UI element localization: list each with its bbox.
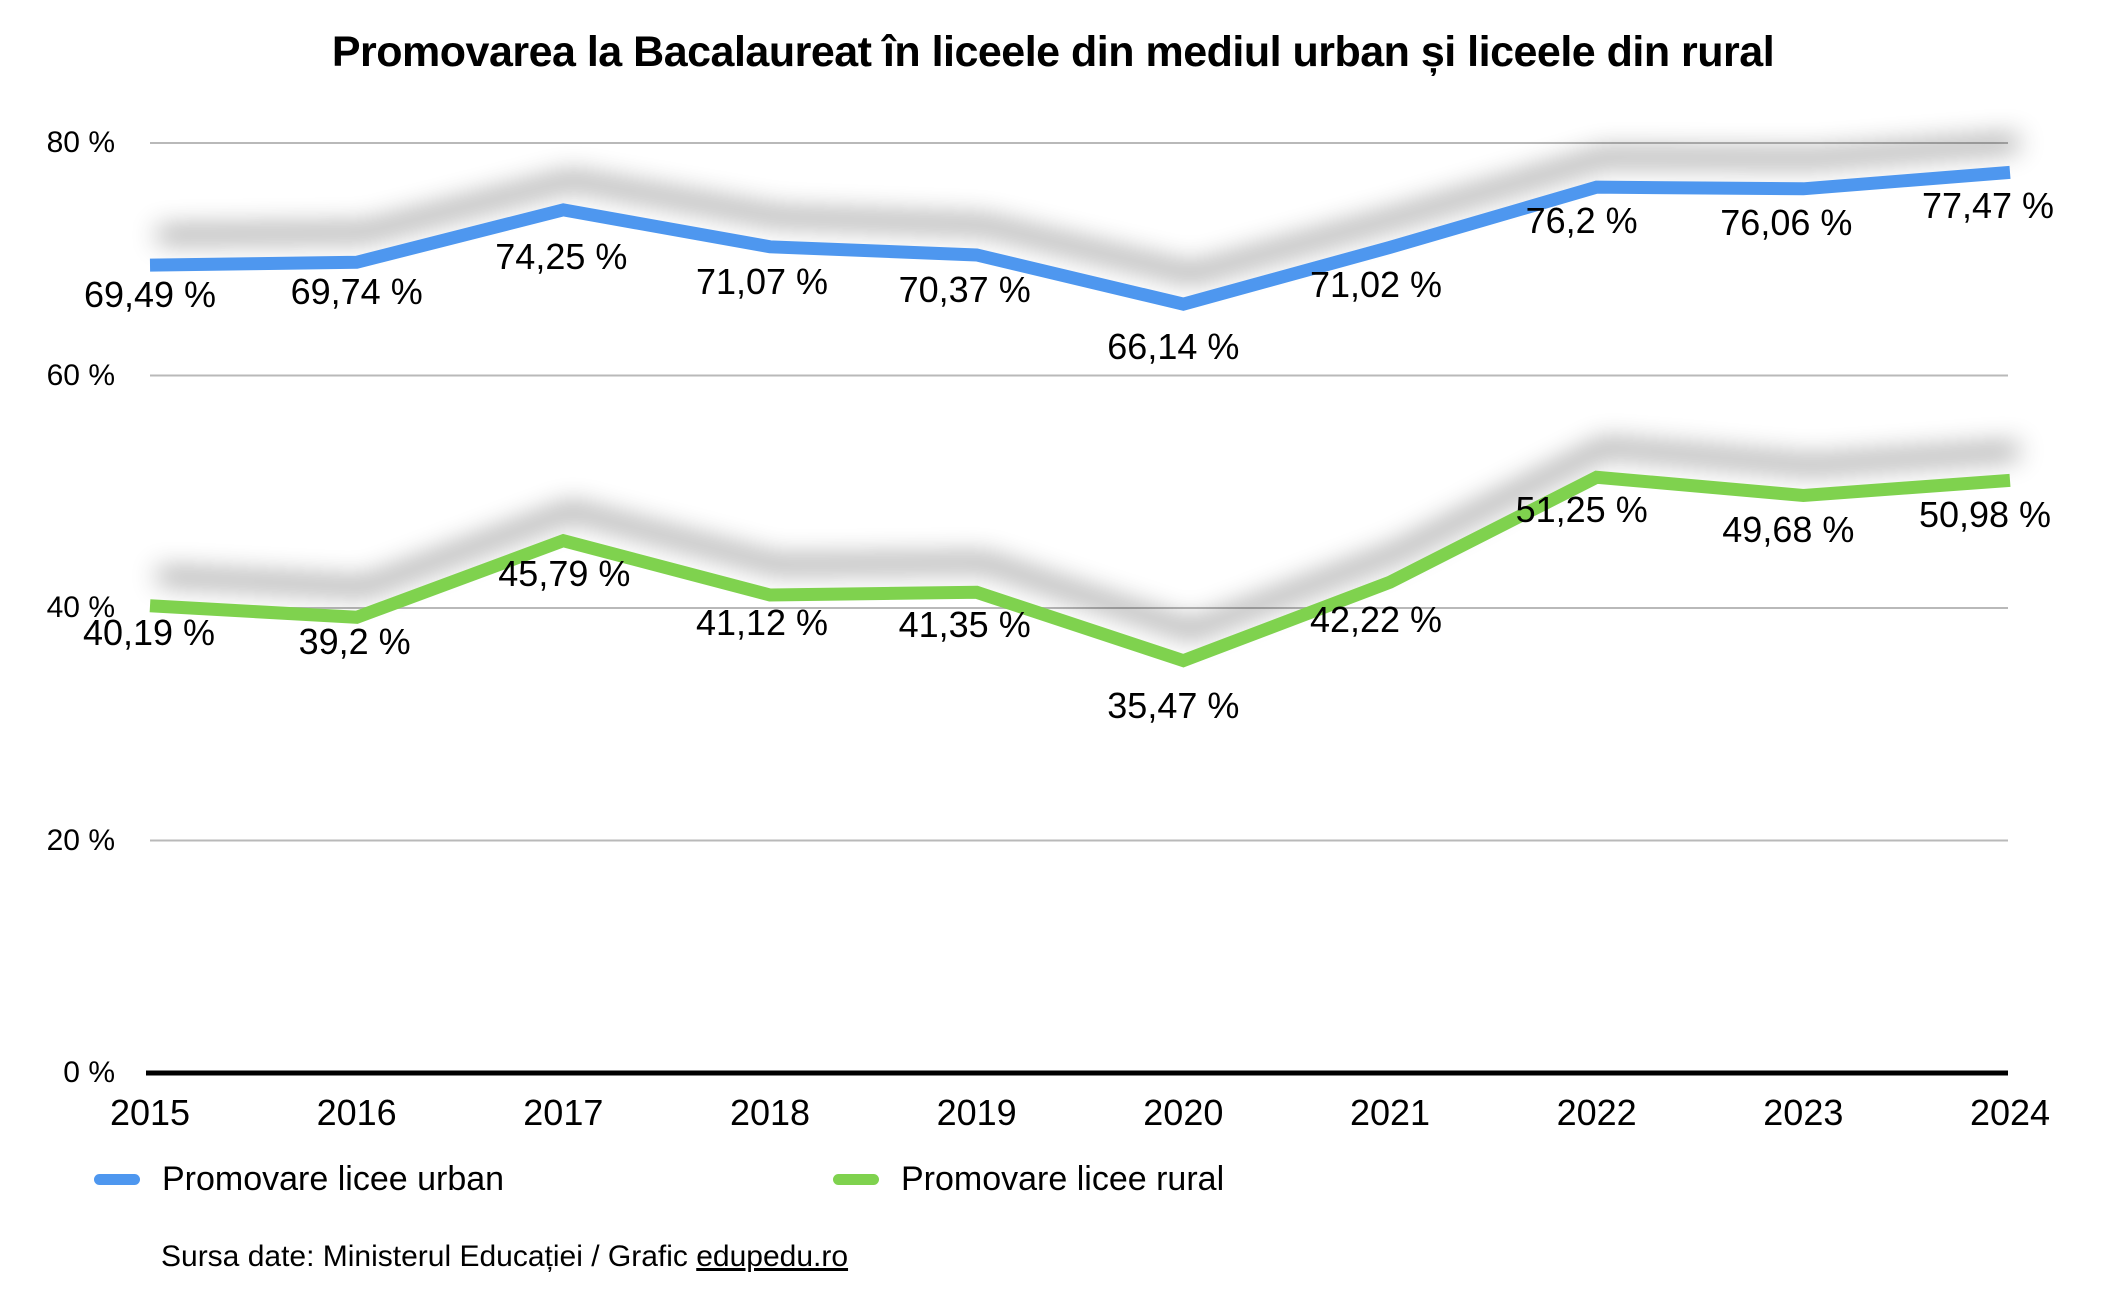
data-line-rural	[149, 470, 2011, 668]
data-line-urban	[149, 165, 2011, 311]
legend-item-urban: Promovare licee urban	[94, 1160, 504, 1199]
source-text: Sursa date: Ministerul Educației / Grafi…	[161, 1240, 697, 1273]
rural-line-swatch	[833, 1174, 879, 1185]
chart-title: Promovarea la Bacalaureat în liceele din…	[331, 28, 1775, 76]
legend-label-rural: Promovare licee rural	[901, 1160, 1225, 1198]
source-credit: Sursa date: Ministerul Educației / Grafi…	[161, 1240, 848, 1274]
legend: Promovare licee urban Promovare licee ru…	[0, 1160, 2106, 1212]
source-link[interactable]: edupedu.ro	[696, 1240, 849, 1273]
legend-item-rural: Promovare licee rural	[833, 1160, 1224, 1199]
urban-line-swatch	[94, 1174, 140, 1185]
legend-label-urban: Promovare licee urban	[162, 1160, 505, 1198]
